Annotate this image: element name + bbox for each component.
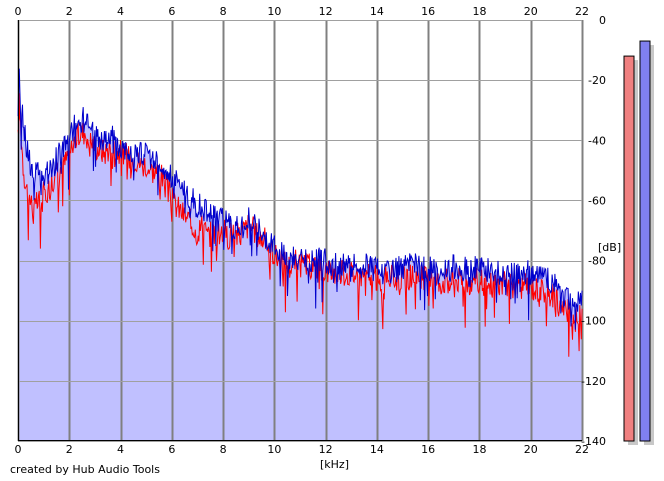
x-tick-label-bottom: 18 (472, 443, 486, 456)
x-tick-label-top: 8 (220, 5, 227, 18)
x-tick-label-top: 18 (472, 5, 486, 18)
spectrum-fill-area (18, 68, 582, 441)
x-tick-label-top: 10 (267, 5, 281, 18)
y-axis-label: [dB] (598, 241, 621, 254)
x-tick-label-bottom: 16 (421, 443, 435, 456)
y-tick-label: -60 (588, 194, 606, 207)
x-tick-label-top: 0 (15, 5, 22, 18)
y-tick-label: -140 (581, 435, 606, 448)
y-tick-label: -100 (581, 315, 606, 328)
x-tick-label-top: 16 (421, 5, 435, 18)
x-tick-label-bottom: 20 (524, 443, 538, 456)
level-meter-bar (623, 55, 635, 442)
x-tick-label-top: 22 (575, 5, 589, 18)
y-tick-label: -120 (581, 375, 606, 388)
x-tick-label-bottom: 4 (117, 443, 124, 456)
x-tick-label-bottom: 2 (66, 443, 73, 456)
x-tick-label-bottom: 22 (575, 443, 589, 456)
y-tick-label: -20 (588, 74, 606, 87)
level-meter-bar (639, 40, 651, 442)
x-tick-label-bottom: 10 (267, 443, 281, 456)
x-axis-label: [kHz] (320, 458, 349, 471)
x-tick-label-top: 20 (524, 5, 538, 18)
x-tick-label-top: 4 (117, 5, 124, 18)
x-tick-label-bottom: 8 (220, 443, 227, 456)
y-tick-label: 0 (599, 14, 606, 27)
y-tick-label: -80 (588, 255, 606, 268)
x-tick-label-top: 6 (168, 5, 175, 18)
x-tick-label-top: 2 (66, 5, 73, 18)
y-tick-label: -40 (588, 134, 606, 147)
credit-text: created by Hub Audio Tools (10, 463, 160, 476)
x-tick-label-top: 14 (370, 5, 384, 18)
x-tick-label-bottom: 6 (168, 443, 175, 456)
x-tick-label-bottom: 14 (370, 443, 384, 456)
x-tick-label-bottom: 0 (15, 443, 22, 456)
y-axis-right: 0 -20 -40 -60 -80 -100 -120 -140 (581, 14, 606, 448)
channel-1-line (17, 93, 583, 357)
x-axis-top: 0 2 4 6 8 10 12 14 16 18 20 22 (15, 5, 590, 18)
x-tick-label-bottom: 12 (319, 443, 333, 456)
level-meters (623, 40, 654, 446)
channel-2-line (17, 68, 583, 330)
x-tick-label-top: 12 (319, 5, 333, 18)
grid (17, 20, 584, 442)
x-axis-bottom: 0 2 4 6 8 10 12 14 16 18 20 22 (15, 443, 590, 456)
